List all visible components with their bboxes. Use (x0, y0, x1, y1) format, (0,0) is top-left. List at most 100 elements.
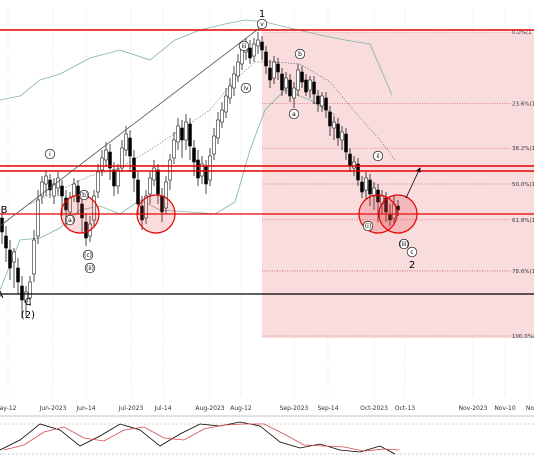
candle-body (260, 41, 264, 51)
candle-body (52, 183, 56, 197)
support-circle (136, 194, 176, 234)
circled-label: (ii) (86, 265, 94, 272)
stochastic-panel (0, 415, 534, 455)
candle-body (300, 71, 304, 83)
candle-body (176, 125, 180, 143)
circled-label: i (49, 151, 51, 158)
circled-label: iii (241, 43, 246, 50)
candle-body (304, 79, 308, 93)
wave-label: (2) (21, 310, 35, 321)
candle-body (112, 169, 116, 187)
candle-body (48, 179, 52, 191)
candle-body (276, 63, 280, 73)
candle-body (208, 155, 212, 181)
candle-body (336, 123, 340, 139)
candle-body (264, 51, 268, 67)
fib-label: 0.0%(1 (512, 30, 532, 36)
x-tick-label: Jun-14 (75, 405, 95, 412)
x-tick-label: Oct-13 (395, 405, 415, 412)
x-tick-label: Nov-10 (494, 405, 516, 412)
x-axis: ay-12 Jun-2023 Jun-14 Jul-2023 Jul-14 Aug-202… (0, 405, 534, 412)
forecast-arrow (405, 167, 421, 199)
candle-body (36, 199, 40, 237)
support-circle (60, 194, 100, 234)
x-tick-label: ay-12 (0, 405, 17, 412)
x-tick-label: Sep-14 (317, 405, 338, 412)
candle-body (288, 79, 292, 97)
candle-body (96, 171, 100, 193)
candle-body (164, 181, 168, 209)
circled-label-ring (398, 238, 410, 250)
candle-body (220, 109, 224, 123)
bollinger-lower (0, 89, 336, 291)
candle-body (312, 81, 316, 95)
fib-label: 23.6%(1 (512, 102, 534, 108)
stoch-fast-line (0, 421, 396, 455)
x-tick-label: Aug-12 (230, 405, 252, 412)
candle-body (12, 251, 16, 263)
horizontal-lines (0, 29, 534, 295)
circled-label-ring (84, 262, 96, 274)
candle-body (240, 49, 244, 65)
candle-body (368, 179, 372, 195)
candle-body (316, 95, 320, 105)
x-tick-label: Jul-2023 (118, 405, 144, 412)
candle-body (116, 169, 120, 187)
wave-labels: 12BC(2)Aiiiiiiivvabc(a)(b)(c)(i)(ii)(iii… (0, 9, 418, 321)
circled-label: iv (243, 85, 249, 92)
candle-body (292, 87, 296, 99)
candle-body (124, 133, 128, 151)
wave-label: A (0, 290, 4, 301)
candle-body (84, 221, 88, 239)
candle-body (140, 205, 144, 221)
fib-label: 61.8%(1 (512, 218, 534, 224)
candle-body (0, 217, 4, 233)
fibonacci-levels: 0.0%(1 23.6%(1 38.2%(1 50.0%(1 61.8%(1 78.6%(… (262, 30, 534, 340)
candle-body (256, 39, 260, 47)
candle-body (28, 281, 32, 299)
x-tick-label: Jun-2023 (39, 405, 67, 412)
candle-body (224, 95, 228, 113)
candle-body (376, 189, 380, 203)
stoch-slow-line (3, 423, 400, 452)
candle-body (352, 161, 356, 169)
candle-body (236, 61, 240, 77)
x-tick-label: Jul-14 (153, 405, 171, 412)
candle-body (168, 159, 172, 181)
circled-label: b (298, 51, 302, 58)
candle-body (100, 157, 104, 171)
support-circle (378, 194, 418, 234)
candle-body (20, 285, 24, 301)
circled-label: (i) (365, 223, 371, 230)
circled-label: c (410, 249, 413, 256)
candle-body (344, 133, 348, 153)
candle-body (172, 139, 176, 159)
circled-label: ii (376, 153, 380, 160)
candle-body (60, 185, 64, 197)
candle-body (108, 151, 112, 169)
candle-body (80, 203, 84, 219)
candle-body (232, 73, 236, 89)
circled-label-ring (64, 214, 76, 226)
wave-label: C (25, 297, 32, 308)
fib-label: 78.6%(1 (512, 269, 534, 275)
circled-label-ring (240, 82, 252, 94)
candle-body (360, 181, 364, 193)
fib-label: 50.0%(1 (512, 182, 534, 188)
candle-body (200, 163, 204, 177)
candle-body (72, 183, 76, 197)
candle-body (364, 177, 368, 191)
candle-body (320, 95, 324, 107)
candle-body (296, 69, 300, 91)
candle-body (132, 157, 136, 179)
candle-body (184, 121, 188, 141)
candle-body (120, 147, 124, 169)
candle-body (308, 79, 312, 91)
circled-label-ring (288, 108, 300, 120)
candle-body (328, 111, 332, 127)
candles (0, 32, 400, 318)
candle-body (324, 97, 328, 111)
circled-label-ring (372, 150, 384, 162)
x-tick-label: Sep-2023 (280, 405, 309, 412)
candle-body (128, 137, 132, 157)
